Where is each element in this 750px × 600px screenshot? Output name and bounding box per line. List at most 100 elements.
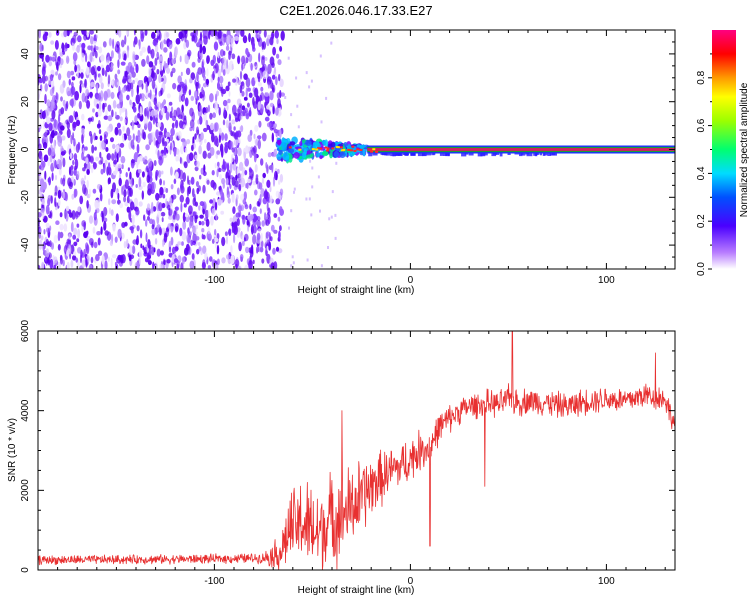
spectrogram-speckle bbox=[184, 213, 189, 218]
spectrogram-speckle bbox=[270, 262, 275, 269]
spectrogram-speckle bbox=[130, 201, 135, 211]
spectrogram-speckle bbox=[241, 234, 245, 243]
spectrogram-hotspot bbox=[319, 147, 323, 150]
spectrogram-speckle bbox=[117, 59, 120, 69]
spectrogram-speckle bbox=[235, 174, 238, 181]
spectrogram-speckle bbox=[188, 179, 191, 186]
spectrogram-speckle bbox=[66, 128, 71, 139]
colorbar-gradient bbox=[712, 30, 736, 269]
spectrogram-speckle bbox=[227, 98, 231, 104]
spectrogram-speckle bbox=[140, 127, 143, 134]
spectrogram-speckle bbox=[70, 165, 74, 171]
spectrogram-speckle bbox=[171, 67, 176, 74]
spectrogram-speckle bbox=[229, 183, 232, 190]
spectrogram-speckle bbox=[156, 211, 162, 218]
spectrogram-speckle bbox=[237, 147, 242, 157]
spectrogram-speckle bbox=[121, 164, 124, 170]
spectrogram-speckle bbox=[233, 224, 238, 236]
spectrogram-speckle bbox=[59, 231, 64, 239]
spectrogram-speckle bbox=[67, 177, 72, 187]
spectrogram-speckle bbox=[273, 213, 278, 218]
spectrogram-speckle bbox=[214, 35, 218, 42]
spectrogram-blob bbox=[522, 152, 526, 156]
spectrogram-speckle bbox=[90, 133, 93, 145]
spectrogram-speckle bbox=[213, 41, 219, 51]
spectrogram-speckle bbox=[54, 40, 59, 50]
spectrogram-speckle bbox=[179, 156, 182, 164]
spectrogram-speckle bbox=[156, 68, 160, 75]
spectrogram-speckle bbox=[129, 99, 132, 106]
spectrogram-speckle bbox=[244, 233, 249, 242]
spectrogram-speckle bbox=[118, 52, 121, 60]
spectrogram-speckle bbox=[179, 227, 183, 237]
spectrogram-speckle bbox=[134, 115, 138, 123]
spectrogram-speckle bbox=[85, 244, 90, 255]
spectrogram-speckle bbox=[84, 146, 88, 151]
spectrogram-speckle bbox=[122, 125, 125, 132]
spectrogram-speckle bbox=[48, 99, 51, 108]
spectrogram-speckle bbox=[197, 67, 202, 75]
spectrogram-speckle bbox=[254, 124, 259, 132]
spectrogram-speckle bbox=[156, 37, 159, 43]
spectrogram-speckle bbox=[142, 131, 146, 140]
spectrogram-speckle bbox=[96, 231, 101, 236]
spectrogram-speckle bbox=[98, 75, 103, 84]
snr-y-tick-label: 4000 bbox=[20, 399, 31, 422]
spectrogram-panel: -100 0 100 -40 -20 0 20 40 Height of straight … bbox=[7, 29, 676, 296]
spectrogram-speckle bbox=[112, 38, 115, 49]
spectrogram-speckle bbox=[105, 147, 109, 152]
spectrogram-speckle bbox=[123, 53, 127, 61]
spectrogram-speckle bbox=[43, 110, 46, 118]
spectrogram-speckle bbox=[232, 215, 237, 224]
spectrogram-speckle bbox=[197, 242, 201, 246]
spectrogram-speckle bbox=[284, 96, 287, 99]
spectrogram-speckle bbox=[89, 91, 93, 99]
spectrogram-speckle bbox=[48, 31, 52, 38]
spectrogram-speckle bbox=[41, 44, 44, 52]
spectrogram-speckle bbox=[129, 171, 132, 180]
spectrogram-speckle bbox=[240, 193, 245, 201]
spectrogram-blob bbox=[287, 148, 295, 154]
spectrogram-speckle bbox=[267, 81, 270, 89]
spectrogram-speckle bbox=[75, 257, 78, 263]
spectrogram-speckle bbox=[114, 151, 117, 161]
spectrogram-speckle bbox=[263, 30, 267, 38]
spectrogram-speckle bbox=[205, 119, 209, 127]
spectrogram-speckle bbox=[75, 119, 81, 127]
spectrogram-speckle bbox=[267, 152, 272, 158]
spectrogram-x-tick-label: 0 bbox=[408, 275, 414, 286]
spectrogram-speckle bbox=[97, 237, 101, 246]
spectrogram-speckle bbox=[231, 192, 235, 203]
spectrogram-speckle bbox=[221, 88, 227, 95]
spectrogram-speckle bbox=[73, 227, 78, 236]
spectrogram-speckle bbox=[214, 162, 217, 169]
spectrogram-speckle bbox=[249, 203, 252, 210]
spectrogram-speckle bbox=[80, 177, 85, 187]
spectrogram-speckle bbox=[306, 258, 309, 262]
spectrogram-speckle bbox=[249, 248, 254, 258]
spectrogram-speckle bbox=[168, 41, 173, 50]
spectrogram-speckle bbox=[47, 197, 51, 207]
spectrogram-speckle bbox=[222, 99, 228, 107]
spectrogram-speckle bbox=[111, 109, 114, 118]
spectrogram-speckle bbox=[126, 94, 130, 101]
spectrogram-speckle bbox=[234, 258, 240, 268]
spectrogram-speckle bbox=[225, 119, 229, 129]
spectrogram-hotspot bbox=[311, 148, 315, 151]
spectrogram-speckle bbox=[241, 105, 246, 111]
spectrogram-speckle bbox=[209, 256, 213, 262]
spectrogram-speckle bbox=[128, 78, 132, 83]
spectrogram-speckle bbox=[192, 225, 197, 234]
spectrogram-speckle bbox=[118, 85, 121, 96]
spectrogram-speckle bbox=[50, 130, 55, 139]
spectrogram-speckle bbox=[305, 71, 308, 75]
spectrogram-blob bbox=[520, 152, 524, 156]
spectrogram-speckle bbox=[163, 232, 168, 243]
spectrogram-speckle bbox=[238, 183, 242, 192]
spectrogram-blob bbox=[404, 152, 409, 156]
spectrogram-speckle bbox=[257, 101, 261, 111]
spectrogram-blob bbox=[392, 153, 396, 157]
spectrogram-blob bbox=[410, 152, 415, 156]
spectrogram-speckle bbox=[244, 265, 249, 269]
spectrogram-speckle bbox=[214, 228, 217, 236]
